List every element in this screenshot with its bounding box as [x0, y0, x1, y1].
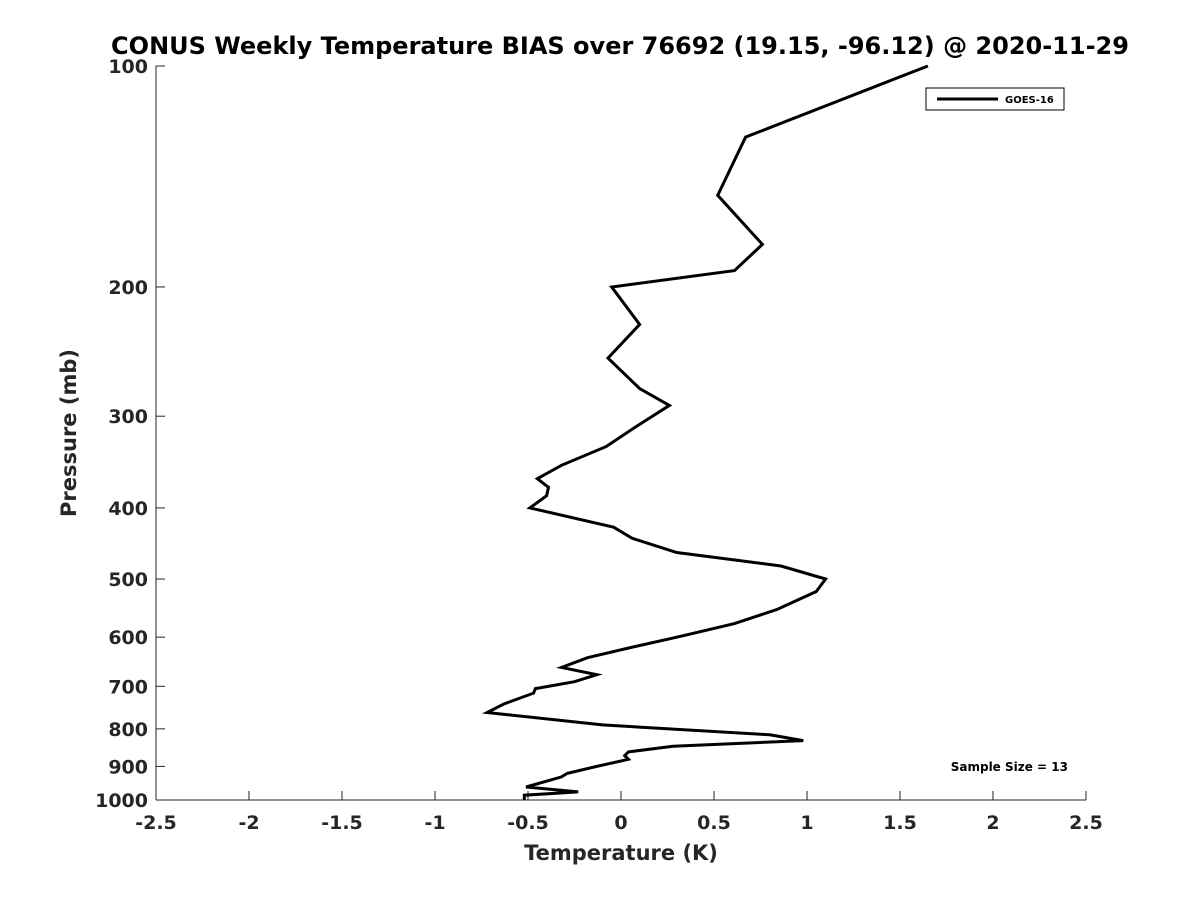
y-tick-label: 400 [108, 498, 148, 520]
y-tick-label: 500 [108, 569, 148, 591]
x-axis-label: Temperature (K) [524, 841, 718, 865]
x-tick-label: 1.5 [883, 812, 917, 834]
y-axis-label: Pressure (mb) [57, 349, 81, 517]
y-tick-label: 800 [108, 719, 148, 741]
y-axis-ticks: 100 200 300 400 500 600 700 800 900 1000 [95, 56, 165, 812]
y-tick-label: 100 [108, 56, 148, 78]
y-tick-label: 300 [108, 406, 148, 428]
x-axis-ticks: -2.5 -2 -1.5 -1 -0.5 0 0.5 1 1.5 2 2.5 [135, 791, 1103, 834]
legend-label-goes-16: GOES-16 [1005, 95, 1054, 106]
y-tick-label: 200 [108, 277, 148, 299]
x-tick-label: 0.5 [697, 812, 731, 834]
x-tick-label: 1 [800, 812, 813, 834]
chart-title: CONUS Weekly Temperature BIAS over 76692… [111, 32, 1129, 60]
series-layer [481, 64, 929, 800]
plot-background [156, 66, 1086, 800]
x-tick-label: 2 [986, 812, 999, 834]
plot-area [155, 66, 1086, 801]
x-tick-label: -1.5 [321, 812, 363, 834]
sample-size-annotation: Sample Size = 13 [951, 760, 1068, 774]
x-tick-label: 0 [614, 812, 627, 834]
legend: GOES-16 [925, 87, 1065, 111]
y-tick-label: 600 [108, 627, 148, 649]
y-tick-label: 700 [108, 676, 148, 698]
y-tick-label: 900 [108, 756, 148, 778]
x-tick-label: 2.5 [1069, 812, 1103, 834]
x-tick-label: -2 [238, 812, 259, 834]
series-line-goes-16 [481, 64, 929, 800]
x-tick-label: -2.5 [135, 812, 177, 834]
x-tick-label: -1 [424, 812, 445, 834]
y-tick-label: 1000 [95, 790, 148, 812]
x-tick-label: -0.5 [507, 812, 549, 834]
